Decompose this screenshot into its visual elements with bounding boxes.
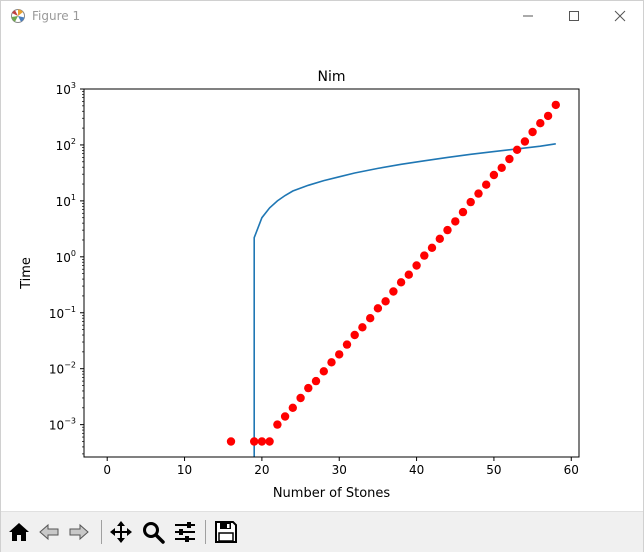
axes-frame [83, 88, 580, 458]
scatter-point [512, 145, 522, 154]
y-axis-label: Time [19, 257, 34, 290]
zoom-button[interactable] [139, 518, 167, 546]
y-tick-label: 100 [56, 249, 76, 265]
scatter-point [458, 207, 468, 217]
scatter-point [350, 330, 359, 340]
minimize-button[interactable] [505, 1, 551, 31]
back-arrow-icon [39, 523, 59, 541]
series-line [253, 143, 556, 457]
close-button[interactable] [597, 1, 643, 31]
scatter-point [319, 367, 328, 376]
scatter-point [489, 170, 499, 180]
pan-button[interactable] [107, 518, 135, 546]
scatter-point [420, 251, 429, 260]
scatter-point [226, 437, 236, 446]
axes-background [84, 89, 579, 457]
scatter-point [474, 189, 483, 198]
y-tick-label: 101 [56, 193, 76, 209]
back-button[interactable] [35, 518, 63, 546]
y-tick-label: 102 [56, 137, 76, 153]
x-axis-label: Number of Stones [273, 486, 391, 501]
scatter-point [536, 119, 545, 128]
scatter-point [280, 412, 290, 421]
plot-layer [226, 100, 560, 457]
minimize-icon [523, 15, 533, 17]
close-icon [614, 10, 626, 22]
pan-icon [110, 521, 132, 543]
scatter-point [373, 304, 383, 313]
scatter-point [396, 278, 406, 287]
scatter-point [366, 314, 375, 323]
maximize-icon [569, 11, 579, 21]
matplotlib-logo-icon [11, 9, 25, 23]
x-tick-label: 30 [332, 463, 347, 477]
scatter-point [505, 154, 514, 164]
scatter-point [311, 376, 321, 386]
x-tick-label: 20 [254, 463, 269, 477]
scatter-point [404, 270, 413, 279]
forward-arrow-icon [69, 523, 89, 541]
x-tick-label: 10 [177, 463, 192, 477]
figure-canvas[interactable]: 0 10 20 30 40 50 60 10−3 10−2 10−1 100 101 102 103 Ni… [1, 31, 643, 511]
scatter-point [435, 234, 444, 243]
scatter-point [528, 127, 537, 137]
y-tick-label: 10−2 [49, 361, 76, 377]
x-tick-label: 40 [409, 463, 424, 477]
toolbar-separator [101, 520, 102, 544]
scatter-point [296, 393, 305, 403]
scatter-point [327, 358, 336, 367]
scatter-point [265, 437, 274, 446]
scatter-point [427, 243, 437, 252]
scatter-point [451, 217, 460, 226]
scatter-point [250, 437, 259, 446]
tick-layer: 0 10 20 30 40 50 60 10−3 10−2 10−1 100 101 102 103 [49, 81, 579, 477]
maximize-button[interactable] [551, 1, 597, 31]
title-bar: Figure 1 [1, 1, 643, 31]
scatter-point [543, 111, 553, 121]
x-tick-label: 60 [564, 463, 579, 477]
scatter-point [273, 420, 282, 429]
home-icon [9, 523, 29, 541]
scatter-point [412, 261, 421, 270]
scatter-point [342, 340, 352, 349]
y-tick-label: 10−3 [49, 417, 76, 433]
scatter-point [358, 323, 367, 332]
y-tick-label: 10−1 [49, 305, 76, 321]
scatter-point [466, 197, 475, 207]
sliders-icon [175, 522, 195, 542]
scatter-point [304, 383, 313, 393]
navigation-toolbar [1, 511, 643, 552]
scatter-point [257, 437, 267, 446]
scatter-point [482, 180, 491, 189]
y-tick-label: 103 [56, 81, 76, 97]
forward-button[interactable] [65, 518, 93, 546]
scatter-point [497, 163, 506, 172]
save-icon [215, 521, 237, 543]
x-tick-label: 0 [103, 463, 111, 477]
configure-subplots-button[interactable] [171, 518, 199, 546]
scatter-point [551, 100, 560, 110]
window-title: Figure 1 [32, 9, 81, 23]
scatter-point [443, 225, 452, 235]
scatter-point [335, 350, 344, 359]
scatter-point [288, 403, 297, 412]
nim-chart[interactable]: 0 10 20 30 40 50 60 10−3 10−2 10−1 100 101 102 103 Ni… [1, 31, 643, 511]
zoom-icon [143, 522, 165, 544]
save-button[interactable] [212, 518, 240, 546]
scatter-point [520, 137, 530, 146]
home-button[interactable] [5, 518, 33, 546]
scatter-point [381, 297, 390, 306]
x-tick-label: 50 [486, 463, 501, 477]
scatter-point [389, 287, 398, 296]
chart-title: Nim [318, 69, 346, 85]
toolbar-separator [205, 520, 206, 544]
